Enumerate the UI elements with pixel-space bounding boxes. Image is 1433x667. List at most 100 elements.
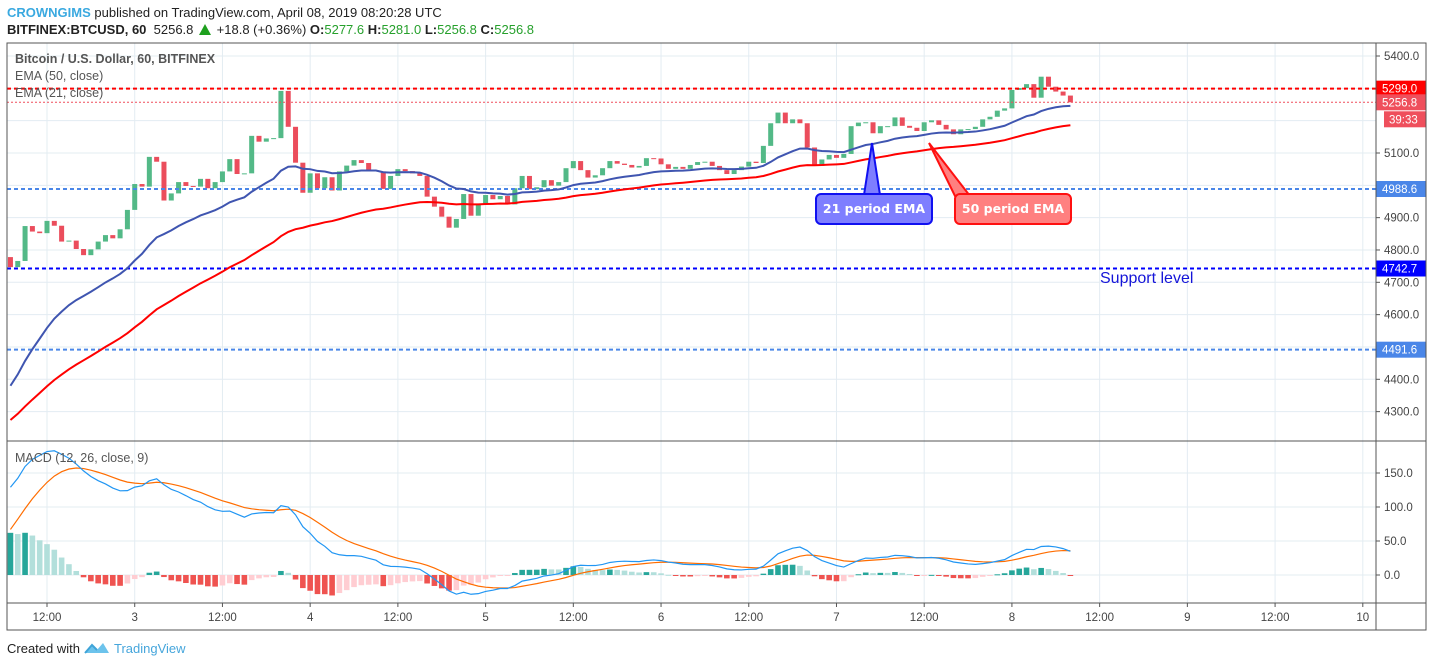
y-tick-label: 4900.0 <box>1384 213 1419 225</box>
macd-histogram-bar <box>914 575 920 576</box>
x-tick-label: 6 <box>658 612 664 624</box>
author-link[interactable]: CROWNGIMS <box>7 5 91 20</box>
close-label: C: <box>480 22 495 37</box>
candle <box>417 173 423 176</box>
x-tick-label: 12:00 <box>33 612 62 624</box>
candle <box>848 126 854 154</box>
macd-tick-label: 50.0 <box>1384 536 1406 548</box>
candle <box>797 119 803 124</box>
macd-histogram-bar <box>417 575 423 582</box>
candle <box>914 127 920 132</box>
macd-histogram-bar <box>607 569 613 575</box>
macd-histogram-bar <box>599 570 606 575</box>
symbol: BITFINEX:BTCUSD, 60 <box>7 22 147 37</box>
macd-histogram-bar <box>504 575 511 576</box>
candle <box>475 204 481 216</box>
macd-histogram-bar <box>862 572 869 575</box>
macd-histogram-bar <box>1052 570 1059 575</box>
candle <box>929 120 935 123</box>
candle <box>1060 91 1066 96</box>
ema21-legend[interactable]: EMA (21, close) <box>15 86 104 100</box>
macd-histogram-bar <box>183 575 189 584</box>
macd-histogram-bar <box>190 575 196 585</box>
macd-histogram-bar <box>848 575 854 578</box>
candle <box>249 135 255 174</box>
macd-histogram-bar <box>197 575 204 585</box>
candle <box>219 171 225 183</box>
candle <box>614 161 620 164</box>
macd-histogram-bar <box>1031 569 1037 575</box>
macd-histogram-bar <box>533 569 540 575</box>
candle <box>59 225 65 242</box>
macd-line <box>9 450 1071 595</box>
candle <box>176 182 182 194</box>
candle <box>965 129 971 131</box>
candle <box>380 171 386 189</box>
macd-histogram-bar <box>936 575 942 576</box>
candle <box>556 182 562 186</box>
macd-histogram-bar <box>1009 570 1015 575</box>
macd-histogram-bar <box>336 575 343 594</box>
x-tick-label: 10 <box>1356 612 1369 624</box>
macd-histogram-bar <box>139 575 145 578</box>
x-tick-label: 3 <box>132 612 138 624</box>
macd-histogram-bar <box>431 575 438 586</box>
macd-histogram-bar <box>329 575 335 596</box>
tradingview-link[interactable]: TradingView <box>113 640 186 656</box>
macd-histogram-bar <box>285 572 292 575</box>
price-tag <box>1376 181 1426 198</box>
macd-histogram-bar <box>248 575 255 581</box>
macd-histogram-bar <box>292 575 299 580</box>
candle <box>826 154 832 160</box>
macd-histogram-bar <box>453 575 460 591</box>
x-tick-label: 12:00 <box>559 612 588 624</box>
footer: Created with TradingView <box>7 640 186 656</box>
x-tick-label: 8 <box>1009 612 1015 624</box>
candle <box>819 159 825 166</box>
macd-histogram-bar <box>358 575 365 586</box>
candle <box>629 164 635 168</box>
macd-histogram-bar <box>300 575 306 589</box>
candle <box>439 206 445 217</box>
candle <box>1016 88 1022 90</box>
y-tick-label: 4700.0 <box>1384 277 1419 289</box>
candle <box>490 195 496 200</box>
candle <box>994 110 1000 117</box>
macd-histogram-bar <box>29 535 36 575</box>
candle <box>366 163 372 171</box>
candle <box>88 249 94 256</box>
candle <box>534 187 540 190</box>
candle <box>95 241 101 250</box>
candle <box>117 229 123 239</box>
candle <box>709 161 715 166</box>
macd-histogram-bar <box>767 569 774 575</box>
macd-histogram-bar <box>88 575 94 582</box>
candle <box>921 122 927 132</box>
macd-tick-label: 0.0 <box>1384 570 1400 582</box>
low-value: 5256.8 <box>437 22 477 37</box>
candle <box>812 147 818 166</box>
ema50-legend[interactable]: EMA (50, close) <box>15 69 104 83</box>
macd-histogram-bar <box>497 575 504 576</box>
candle <box>300 162 306 193</box>
y-tick-label: 4800.0 <box>1384 245 1419 257</box>
macd-histogram-bar <box>146 572 153 575</box>
candle <box>541 180 547 188</box>
macd-histogram-bar <box>775 565 781 575</box>
macd-histogram-bar <box>570 566 577 575</box>
candle <box>110 235 116 239</box>
candle <box>124 209 130 230</box>
macd-histogram-bar <box>672 575 679 576</box>
candle <box>1067 95 1073 103</box>
candle <box>336 171 342 191</box>
macd-histogram-bar <box>950 575 957 579</box>
macd-histogram-bar <box>373 575 379 585</box>
y-tick-label: 4400.0 <box>1384 374 1419 386</box>
macd-histogram-bar <box>95 575 101 584</box>
macd-legend[interactable]: MACD (12, 26, close, 9) <box>15 451 149 465</box>
candle <box>658 158 664 165</box>
macd-histogram-bar <box>789 564 796 575</box>
candle <box>1045 76 1051 87</box>
macd-histogram-bar <box>943 575 949 577</box>
